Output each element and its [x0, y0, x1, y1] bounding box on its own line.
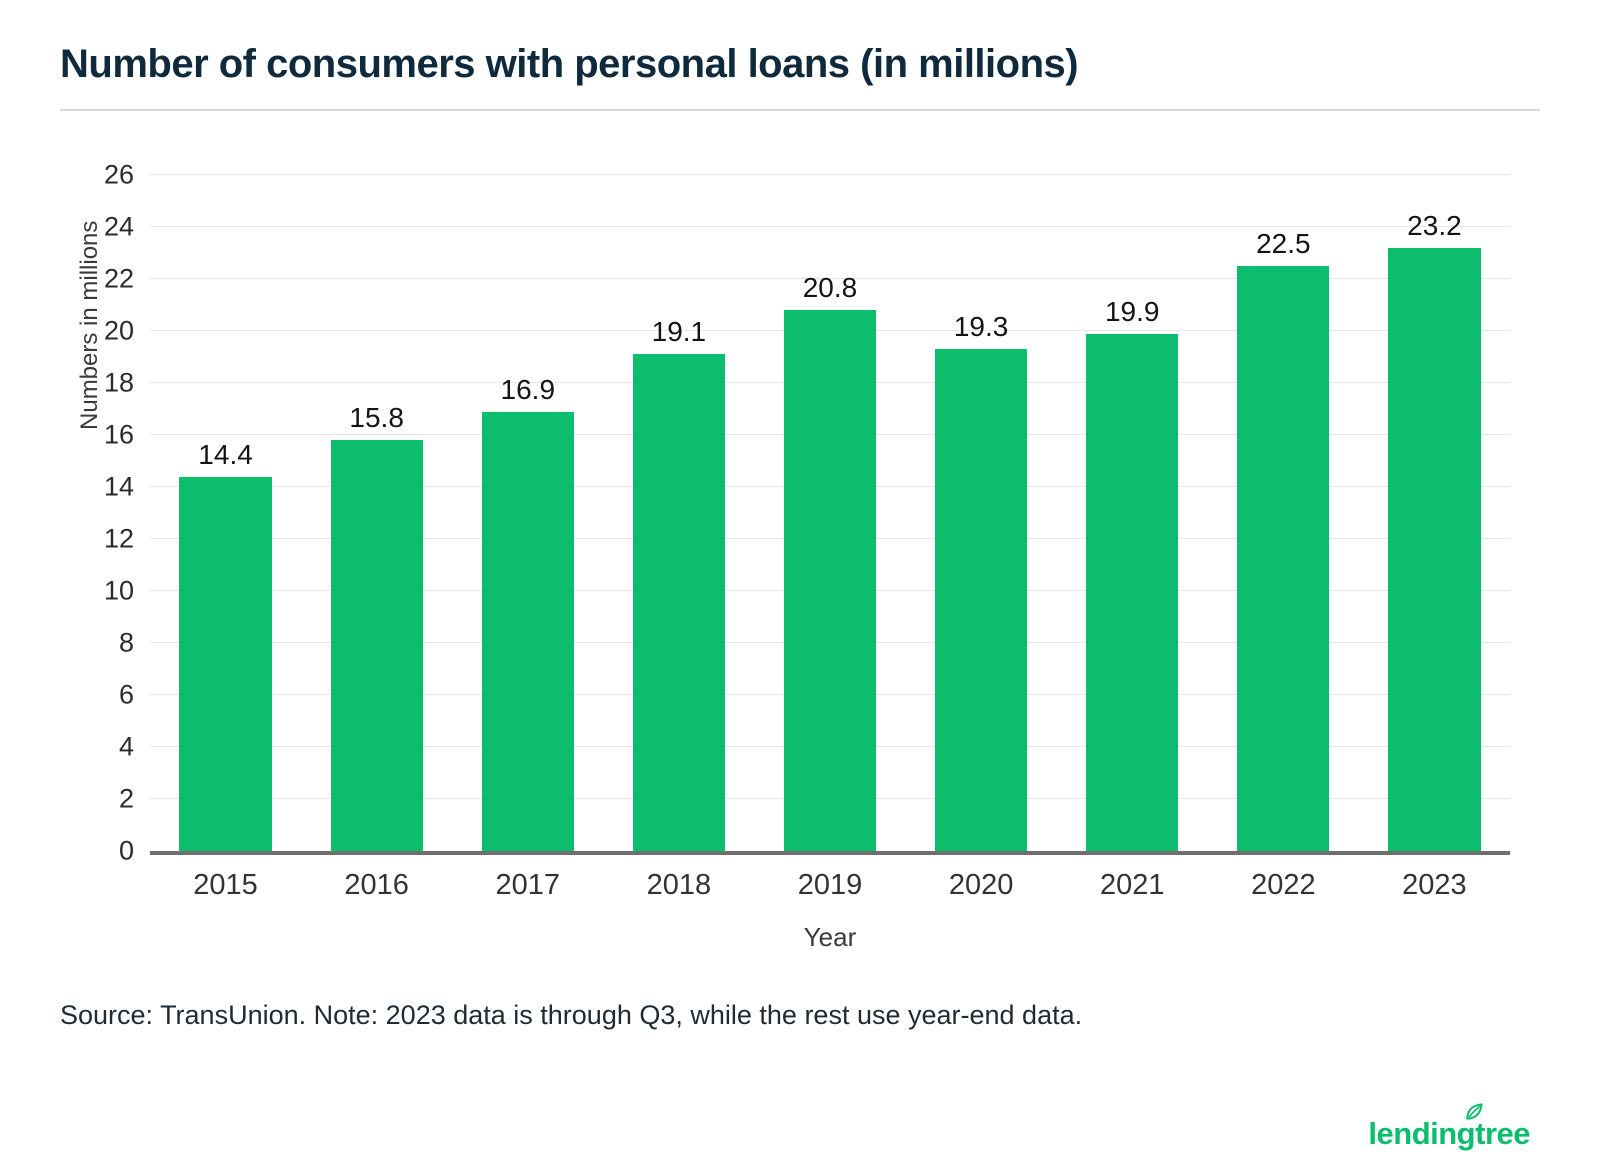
x-axis-tick-label: 2019: [797, 869, 863, 901]
title-divider: [60, 109, 1540, 111]
bar-value-label: 19.9: [1104, 295, 1160, 327]
bar-value-label: 16.9: [500, 373, 556, 405]
bar-value-label: 20.8: [802, 272, 858, 304]
header: Number of consumers with personal loans …: [0, 0, 1600, 111]
bar: [1388, 247, 1481, 851]
bar-group-2018: 19.1: [603, 175, 754, 851]
bar-chart: Numbers in millions 0 2 4 6 8 10 12 14 16 18 20 22 2…: [76, 161, 1510, 953]
y-axis-tick-label: 10: [103, 575, 134, 606]
x-axis-tick-label: 2023: [1402, 869, 1467, 901]
y-axis-tick-label: 24: [103, 211, 134, 242]
y-axis-tick-label: 18: [103, 367, 134, 398]
logo-wordmark: lendingtree: [1368, 1116, 1530, 1151]
bar-value-label: 15.8: [349, 402, 404, 434]
y-axis-tick-label: 20: [103, 315, 134, 346]
bar-value-label: 19.1: [651, 316, 707, 348]
bars-container: 14.4 15.8 16.9 19.1 20.8 19.3 19.9 22.5 23.2: [150, 175, 1510, 851]
x-axis-title: Year: [803, 922, 857, 952]
y-axis-tick-label: 4: [118, 731, 134, 762]
y-axis-tick-label: 8: [118, 627, 134, 658]
plot-area: 0 2 4 6 8 10 12 14 16 18 20 22 24 26 14.4 15.8 16.9 19.1 2…: [104, 161, 1510, 864]
source-note: Source: TransUnion. Note: 2023 data is t…: [60, 1000, 1083, 1030]
y-axis-tick-label: 0: [118, 835, 134, 866]
bar-value-label: 23.2: [1407, 209, 1462, 241]
bar: [935, 349, 1028, 851]
bar: [330, 440, 423, 851]
x-axis-tick-label: 2020: [948, 869, 1014, 901]
bar-value-label: 22.5: [1256, 228, 1311, 259]
bar-group-2021: 19.9: [1057, 175, 1208, 851]
x-axis-tick-label: 2015: [193, 869, 258, 901]
bar-value-label: 19.3: [953, 311, 1009, 343]
bar-group-2020: 19.3: [906, 175, 1057, 851]
bar: [179, 476, 272, 851]
x-axis-tick-label: 2022: [1251, 869, 1316, 901]
bar-group-2022: 22.5: [1208, 175, 1359, 851]
bar-group-2015: 14.4: [150, 175, 301, 851]
gridline: [150, 278, 1510, 279]
x-axis-labels: 2015 2016 2017 2018 2019 2020 2021 2022 2023: [150, 869, 1510, 902]
y-axis-tick-label: 14: [103, 471, 134, 502]
y-axis-tick-label: 22: [103, 263, 134, 294]
bar-value-label: 14.4: [198, 438, 253, 470]
bar: [632, 354, 725, 851]
bar-group-2023: 23.2: [1359, 175, 1510, 851]
y-axis-title: Numbers in millions: [76, 220, 103, 430]
x-axis-tick-label: 2021: [1099, 869, 1165, 901]
y-axis-tick-label: 12: [103, 523, 134, 554]
x-axis-tick-label: 2016: [344, 869, 409, 901]
bar-group-2017: 16.9: [452, 175, 603, 851]
bar: [783, 310, 877, 851]
bar-group-2016: 15.8: [301, 175, 452, 851]
x-axis-tick-label: 2018: [646, 869, 712, 901]
y-axis-tick-label: 16: [103, 419, 134, 450]
bar: [1086, 333, 1179, 851]
page-title: Number of consumers with personal loans …: [60, 42, 1079, 86]
bar: [1237, 266, 1330, 851]
bar-group-2019: 20.8: [754, 175, 905, 851]
lendingtree-logo: lendingtree: [1340, 1103, 1531, 1152]
y-axis-tick-label: 26: [103, 159, 134, 190]
y-axis-tick-label: 6: [118, 679, 134, 710]
gridline: [150, 174, 1510, 175]
gridline: [150, 226, 1510, 227]
leaf-icon: [1466, 1103, 1483, 1120]
y-axis-tick-label: 2: [118, 783, 134, 814]
x-axis-tick-label: 2017: [495, 869, 561, 901]
bar: [481, 411, 574, 851]
